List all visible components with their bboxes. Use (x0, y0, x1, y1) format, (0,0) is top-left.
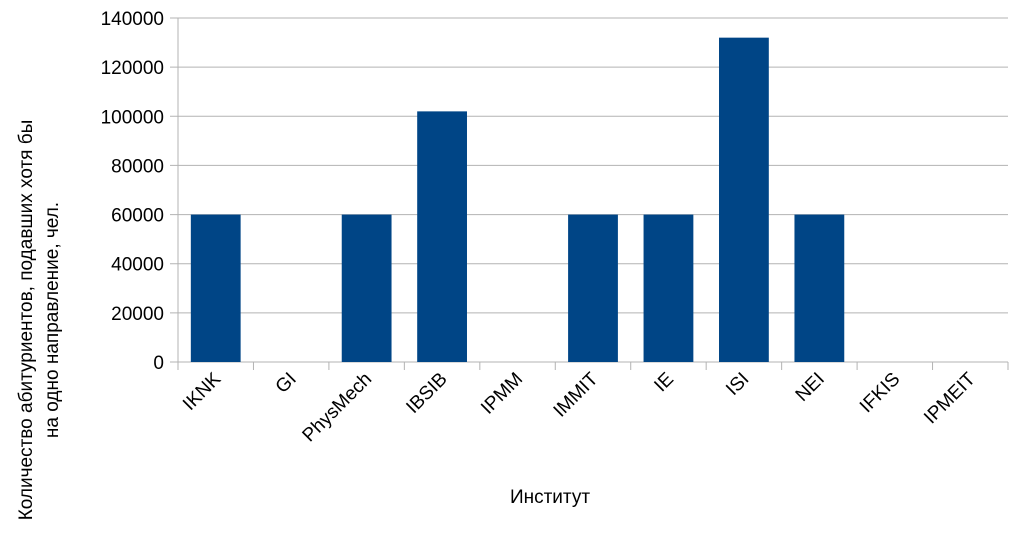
y-axis-title: Количество абитуриентов, подавших хотя б… (16, 120, 63, 521)
x-tick-label-gi: GI (272, 369, 301, 398)
bar-isi (719, 37, 769, 363)
bar-iknk (190, 214, 241, 362)
y-tick-label: 140000 (101, 9, 164, 30)
x-tick-label-physmech: PhysMech (299, 369, 377, 447)
bar-physmech (341, 214, 392, 362)
y-tick-label: 80000 (111, 156, 164, 177)
bar-ibsib (417, 111, 467, 362)
y-tick-label: 60000 (111, 206, 164, 227)
bars (190, 37, 845, 363)
x-axis-title: Институт (510, 487, 590, 508)
y-tick-label: 120000 (101, 58, 164, 79)
y-tick-label: 20000 (111, 304, 164, 325)
y-axis-title-line-2: на одно направление, чел. (42, 202, 63, 438)
bar-ie (643, 214, 694, 362)
x-tick-label-iknk: IKNK (179, 368, 225, 414)
bar-immit (568, 214, 618, 362)
x-tick-label-ipmeit: IPMEIT (920, 368, 980, 428)
y-tick-label: 40000 (111, 255, 164, 276)
x-tick-label-ipmm: IPMM (477, 369, 527, 419)
x-tick-label-ifkis: IFKIS (856, 369, 904, 417)
x-tick-label-ie: IE (650, 369, 678, 397)
x-tick-label-ibsib: IBSIB (402, 369, 451, 418)
axes (177, 18, 1009, 370)
y-tick-label: 100000 (101, 107, 164, 128)
y-tick-label: 0 (153, 353, 164, 374)
y-tick-labels: 0 20000 40000 60000 80000 100000 120000 140000 (101, 9, 164, 374)
x-tick-label-immit: IMMIT (550, 368, 603, 421)
y-axis-title-line-1: Количество абитуриентов, подавших хотя б… (16, 120, 37, 521)
x-tick-label-isi: ISI (722, 369, 753, 400)
bar-nei (794, 214, 845, 362)
x-tick-label-nei: NEI (792, 369, 829, 406)
